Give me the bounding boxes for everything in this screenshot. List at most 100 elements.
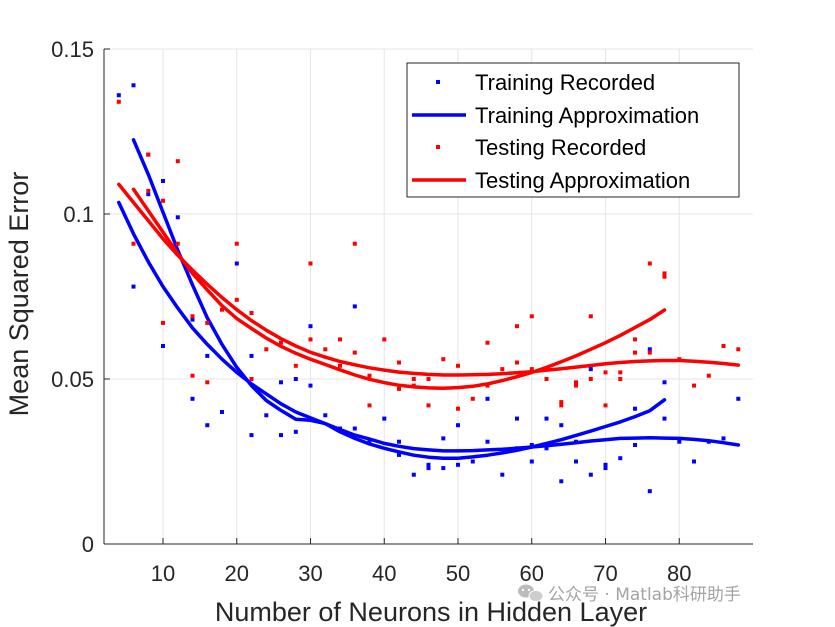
testing-recorded-point [588, 314, 593, 319]
testing-recorded-point [116, 99, 121, 104]
testing-recorded-point [205, 380, 210, 385]
testing-recorded-point [559, 400, 564, 405]
testing-recorded-point [220, 307, 224, 312]
training-recorded-point [485, 439, 490, 444]
testing-recorded-point [131, 241, 136, 246]
training-recorded-point [249, 353, 254, 358]
training-recorded-point [647, 489, 652, 494]
testing-recorded-point [706, 373, 711, 378]
testing-recorded-point [426, 403, 431, 408]
training-recorded-point [264, 413, 269, 418]
training-recorded-point [647, 347, 652, 352]
training-approximation-curve [131, 138, 667, 460]
testing-recorded-point [529, 367, 534, 372]
training-recorded-point [426, 466, 431, 471]
testing-recorded-point [352, 241, 357, 246]
training-recorded-point [692, 459, 696, 464]
training-recorded-point [706, 439, 711, 444]
testing-recorded-point [574, 380, 578, 385]
training-recorded-point [677, 439, 682, 444]
training-recorded-point [662, 380, 667, 385]
legend-marker-testing-recorded [436, 145, 440, 149]
testing-recorded-point [411, 377, 416, 381]
y-tick-label: 0.05 [51, 367, 94, 392]
testing-recorded-point [574, 383, 578, 388]
testing-approximation-curve [131, 187, 667, 390]
testing-recorded-point [175, 241, 180, 246]
x-tick-label: 30 [298, 561, 322, 586]
legend-label-testing-recorded: Testing Recorded [475, 135, 646, 160]
training-recorded-point [249, 433, 254, 438]
x-axis-title: Number of Neurons in Hidden Layer [215, 597, 647, 627]
training-recorded-point [352, 304, 357, 309]
training-recorded-point [529, 443, 534, 447]
training-recorded-point [411, 472, 416, 477]
recorded-points [116, 83, 741, 494]
testing-recorded-point [426, 377, 431, 381]
testing-recorded-point [190, 314, 195, 319]
training-recorded-point [146, 192, 151, 197]
testing-recorded-point [618, 377, 623, 381]
training-recorded-point [205, 353, 210, 358]
testing-recorded-point [323, 347, 328, 352]
x-tick-label: 60 [520, 561, 544, 586]
x-tick-label: 50 [446, 561, 470, 586]
training-recorded-point [220, 410, 224, 414]
training-recorded-point [426, 462, 431, 467]
testing-recorded-point [633, 350, 637, 355]
axes [103, 48, 753, 545]
wechat-icon [518, 584, 544, 602]
y-tick-label: 0 [82, 532, 94, 557]
testing-recorded-point [146, 188, 151, 193]
training-recorded-point [397, 439, 401, 444]
testing-recorded-point [352, 350, 357, 355]
testing-recorded-point [692, 383, 696, 388]
training-recorded-point [441, 466, 446, 471]
testing-approximation-curve [117, 182, 741, 377]
training-recorded-point [574, 439, 578, 444]
testing-recorded-point [308, 337, 313, 342]
training-recorded-point [161, 344, 165, 348]
testing-recorded-point [500, 367, 505, 372]
y-tick-label: 0.15 [51, 37, 94, 62]
testing-recorded-point [338, 363, 342, 368]
testing-recorded-point [456, 363, 460, 368]
training-recorded-point [618, 456, 623, 461]
training-recorded-point [515, 416, 519, 421]
x-tick-label: 10 [151, 561, 175, 586]
legend: Training Recorded Training Approximation… [406, 62, 740, 198]
training-recorded-point [382, 416, 387, 421]
training-recorded-point [293, 377, 298, 381]
testing-recorded-point [633, 337, 637, 342]
training-recorded-point [500, 472, 505, 477]
training-recorded-point [456, 423, 460, 428]
testing-recorded-point [338, 337, 342, 342]
testing-recorded-point [175, 159, 180, 164]
training-recorded-point [544, 446, 549, 451]
testing-recorded-point [397, 360, 401, 365]
testing-recorded-point [249, 311, 254, 315]
training-recorded-point [279, 380, 283, 385]
legend-marker-training-recorded [436, 80, 440, 84]
y-axis-title: Mean Squared Error [4, 172, 34, 417]
testing-recorded-point [603, 403, 608, 408]
training-recorded-point [441, 436, 446, 441]
testing-recorded-point [441, 357, 446, 362]
training-recorded-point [574, 459, 578, 464]
testing-recorded-point [544, 377, 549, 381]
legend-label-training-recorded: Training Recorded [475, 70, 655, 95]
watermark: 公众号 · Matlab科研助手 [518, 584, 741, 605]
testing-recorded-point [456, 406, 460, 411]
testing-recorded-point [736, 347, 741, 352]
x-tick-label: 70 [593, 561, 617, 586]
training-recorded-point [485, 396, 490, 401]
testing-recorded-point [234, 241, 239, 246]
testing-recorded-point [264, 347, 269, 352]
training-recorded-point [190, 396, 195, 401]
training-recorded-point [736, 396, 741, 401]
training-recorded-point [308, 383, 313, 388]
testing-recorded-point [647, 261, 652, 266]
training-recorded-point [397, 452, 401, 457]
testing-recorded-point [397, 386, 401, 391]
